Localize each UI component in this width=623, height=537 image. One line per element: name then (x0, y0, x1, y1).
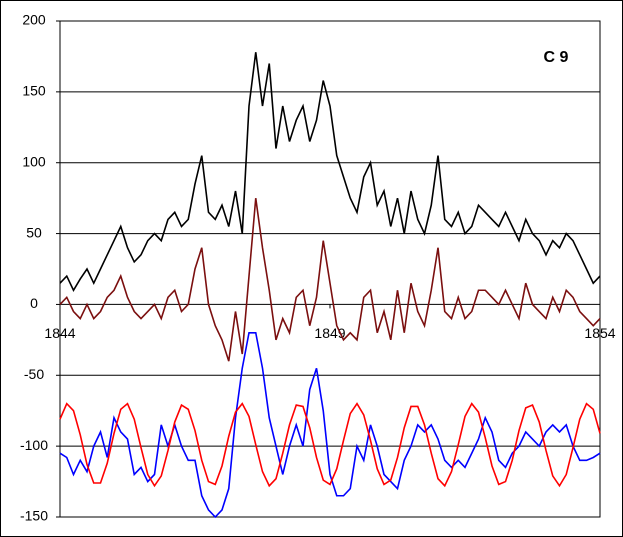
series-line (59, 402, 601, 488)
y-tick-label: 100 (22, 153, 46, 169)
annotation: C 9 (544, 49, 569, 66)
y-tick-label: 50 (26, 224, 42, 240)
y-tick-label: -100 (20, 437, 48, 453)
y-tick-label: 0 (30, 295, 38, 311)
x-tick-label: 1844 (44, 325, 75, 341)
series-line (59, 52, 601, 292)
y-tick-label: 150 (22, 83, 46, 99)
y-tick-label: -150 (20, 508, 48, 524)
y-tick-label: 200 (22, 12, 46, 28)
x-tick-label: 1854 (584, 325, 615, 341)
y-tick-label: -50 (24, 366, 44, 382)
series-line (59, 198, 601, 362)
